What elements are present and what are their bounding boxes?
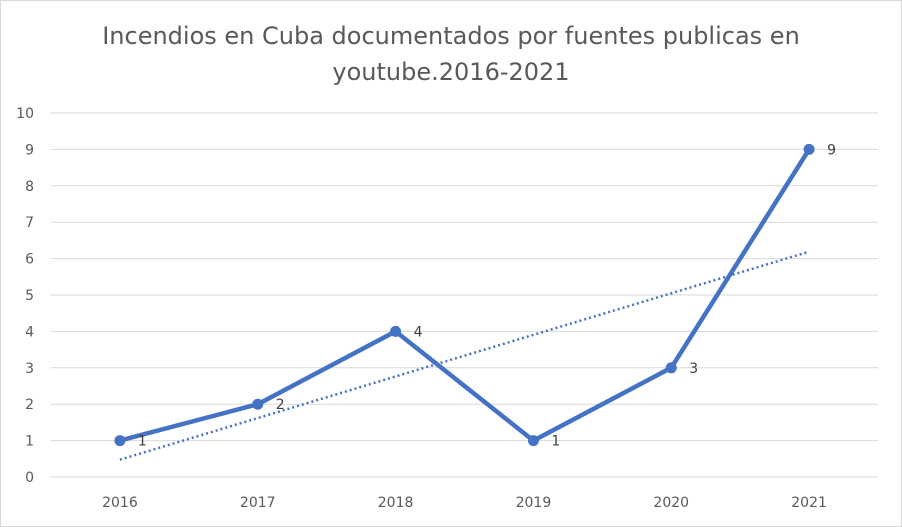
data-label: 9 [827, 142, 836, 158]
y-tick-label: 9 [25, 142, 34, 158]
data-point [252, 398, 264, 410]
y-tick-label: 6 [25, 252, 34, 268]
data-label: 1 [551, 434, 560, 450]
chart-title: Incendios en Cuba documentados por fuent… [0, 18, 902, 90]
trendline [119, 250, 810, 461]
chart-title-line-2: youtube.2016-2021 [332, 58, 570, 86]
x-tick-label: 2019 [516, 495, 552, 511]
y-tick-label: 4 [25, 324, 34, 340]
data-label: 4 [414, 324, 423, 340]
series-line [117, 147, 812, 443]
data-point [803, 143, 815, 155]
y-tick-label: 7 [25, 215, 34, 231]
y-tick-label: 10 [16, 106, 34, 122]
data-point [114, 435, 126, 447]
data-point [665, 362, 677, 374]
y-tick-label: 5 [25, 288, 34, 304]
data-point [527, 435, 539, 447]
data-label: 2 [276, 397, 285, 413]
y-tick-label: 0 [25, 470, 34, 486]
x-tick-label: 2016 [102, 495, 138, 511]
data-label: 3 [689, 361, 698, 377]
x-tick-label: 2021 [791, 495, 827, 511]
y-tick-label: 8 [25, 179, 34, 195]
x-tick-label: 2018 [378, 495, 414, 511]
y-tick-label: 3 [25, 361, 34, 377]
chart-title-line-1: Incendios en Cuba documentados por fuent… [102, 22, 800, 50]
data-point [390, 325, 402, 337]
data-label: 1 [138, 434, 147, 450]
x-tick-label: 2017 [240, 495, 276, 511]
y-tick-label: 1 [25, 434, 34, 450]
y-tick-label: 2 [25, 397, 34, 413]
x-tick-label: 2020 [653, 495, 689, 511]
